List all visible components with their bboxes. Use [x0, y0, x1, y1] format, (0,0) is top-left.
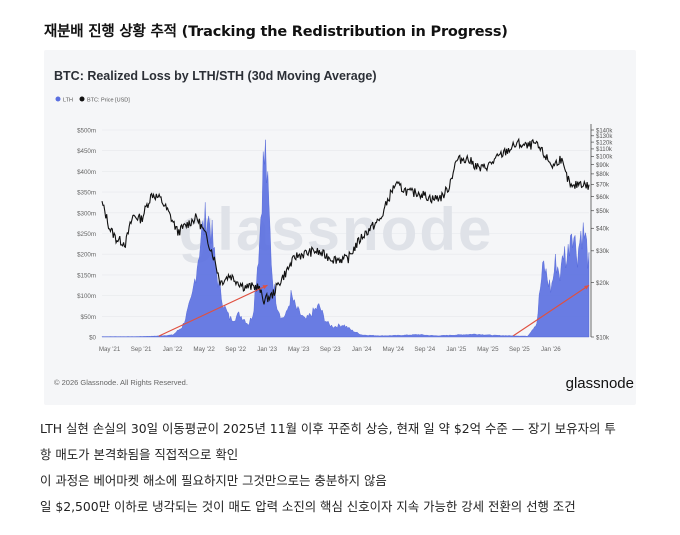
chart-card: BTC: Realized Loss by LTH/STH (30d Movin… [44, 50, 636, 405]
y-axis-right: $10k $20k $30k $40k $50k $60k $70k $80k $90k $100… [590, 124, 613, 341]
trend-arrow-line [158, 284, 268, 337]
y-left-tick-label: $100m [77, 293, 96, 300]
y-right-tick-label: $110k [596, 147, 613, 153]
y-right-tick-label: $70k [596, 183, 610, 189]
realized-loss-chart: BTC: Realized Loss by LTH/STH (30d Movin… [54, 69, 634, 392]
glassnode-logo: glassnode [566, 375, 634, 392]
trend-arrow-head [262, 285, 268, 290]
x-tick-label: Sep '24 [414, 346, 435, 353]
y-right-tick-label: $80k [596, 172, 610, 178]
x-tick-label: Jan '25 [446, 346, 466, 353]
legend-lth-marker [55, 96, 61, 102]
trend-arrows [158, 284, 590, 337]
x-axis: May '21 Sep '21 Jan '22 May '22 Sep '22 Jan '… [99, 346, 561, 353]
y-left-tick-label: $400m [77, 169, 96, 176]
x-tick-label: Jan '23 [257, 346, 277, 353]
summary-text: LTH 실현 손실의 30일 이동평균이 2025년 11월 이후 꾸준히 상승… [40, 416, 650, 520]
x-tick-label: Sep '21 [131, 346, 152, 353]
summary-line-1: LTH 실현 손실의 30일 이동평균이 2025년 11월 이후 꾸준히 상승… [40, 421, 616, 436]
y-left-tick-label: $150m [77, 272, 96, 279]
x-tick-label: May '21 [99, 346, 121, 353]
y-right-tick-label: $140k [596, 128, 613, 134]
legend-lth-label: LTH [63, 98, 73, 104]
y-left-tick-label: $500m [77, 128, 96, 135]
y-left-tick-label: $250m [77, 231, 96, 238]
page-heading: 재분배 진행 상황 추적 (Tracking the Redistributio… [44, 24, 508, 40]
chart-legend[interactable]: LTH BTC: Price [USD] [55, 96, 131, 104]
y-right-tick-label: $90k [596, 163, 610, 169]
copyright-footer: © 2026 Glassnode. All Rights Reserved. [54, 378, 188, 387]
chart-title: BTC: Realized Loss by LTH/STH (30d Movin… [54, 69, 377, 83]
x-tick-label: May '24 [383, 346, 405, 353]
y-left-tick-label: $450m [77, 148, 96, 155]
watermark: glassnode [179, 196, 494, 263]
x-tick-label: Jan '22 [163, 346, 183, 353]
trend-arrow-head [584, 285, 589, 290]
summary-line-3: 이 과정은 베어마켓 해소에 필요하지만 그것만으로는 충분하지 않음 [40, 473, 387, 488]
y-right-tick-label: $40k [596, 227, 610, 233]
price-series [101, 137, 590, 305]
x-tick-label: May '22 [193, 346, 215, 353]
y-right-tick-label: $100k [596, 155, 613, 161]
x-tick-label: Sep '23 [320, 346, 341, 353]
x-tick-label: Jan '24 [352, 346, 372, 353]
y-left-tick-label: $300m [77, 210, 96, 217]
y-right-tick-label: $30k [596, 249, 610, 255]
y-left-tick-label: $350m [77, 190, 96, 197]
y-left-tick-label: $0 [89, 335, 96, 342]
summary-line-2: 항 매도가 본격화됨을 직접적으로 확인 [40, 447, 239, 462]
y-right-tick-label: $60k [596, 195, 610, 201]
trend-arrow-line [513, 284, 590, 337]
y-right-tick-label: $50k [596, 209, 610, 215]
legend-price-label: BTC: Price [USD] [87, 98, 130, 104]
y-right-tick-label: $120k [596, 140, 613, 146]
x-tick-label: Sep '25 [509, 346, 530, 353]
y-left-tick-label: $50m [81, 314, 96, 321]
y-left-tick-label: $200m [77, 252, 96, 259]
x-tick-label: May '25 [477, 346, 499, 353]
y-axis-left: $0 $50m $100m $150m $200m $250m $300m $350m $400… [77, 128, 96, 342]
y-right-tick-label: $20k [596, 281, 610, 287]
x-tick-label: Sep '22 [225, 346, 246, 353]
y-right-tick-label: $10k [596, 335, 610, 341]
summary-line-4: 일 $2,500만 이하로 냉각되는 것이 매도 압력 소진의 핵심 신호이자 … [40, 499, 576, 514]
legend-price-marker [79, 96, 85, 102]
x-tick-label: Jan '26 [541, 346, 561, 353]
x-tick-label: May '23 [288, 346, 310, 353]
y-right-tick-label: $130k [596, 134, 613, 140]
price-line [101, 137, 590, 305]
